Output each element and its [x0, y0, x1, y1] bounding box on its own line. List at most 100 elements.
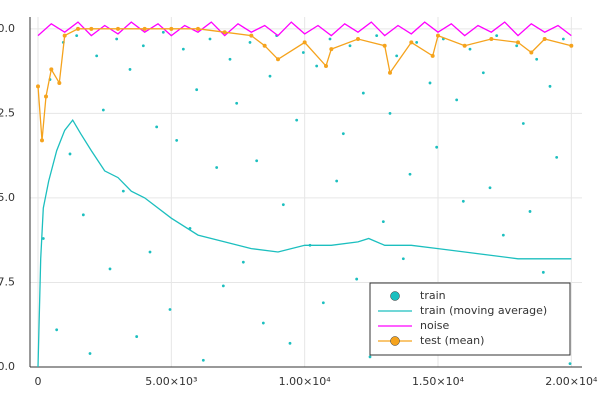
point	[49, 67, 54, 72]
point	[201, 358, 205, 362]
point	[262, 43, 267, 48]
point	[462, 43, 467, 48]
point	[329, 47, 334, 52]
point	[368, 355, 372, 359]
point	[141, 44, 145, 48]
point	[355, 277, 359, 281]
point	[281, 203, 285, 207]
point	[528, 210, 532, 213]
point	[57, 80, 62, 85]
line	[37, 21, 572, 37]
point	[95, 54, 99, 58]
point	[288, 341, 292, 345]
point	[36, 84, 40, 89]
legend-marker	[390, 291, 400, 301]
point	[461, 199, 465, 203]
point	[455, 98, 459, 102]
point	[388, 70, 392, 75]
point	[375, 34, 379, 37]
point	[535, 57, 539, 61]
point	[415, 40, 419, 44]
line	[37, 118, 572, 368]
x-tick-label: 1.50×10⁴	[412, 375, 465, 388]
point	[548, 84, 552, 88]
point	[169, 26, 174, 31]
point	[521, 122, 525, 125]
point	[315, 64, 319, 68]
point	[81, 213, 85, 217]
point	[215, 166, 219, 169]
point	[388, 111, 392, 115]
legend-box	[369, 282, 571, 356]
x-tick-label: 0	[35, 375, 42, 388]
point	[301, 51, 305, 54]
legend-label: train	[420, 289, 446, 302]
point	[382, 43, 387, 48]
point	[228, 57, 232, 61]
point	[55, 328, 59, 332]
point	[44, 94, 48, 99]
point	[488, 186, 492, 190]
point	[221, 284, 225, 288]
point	[142, 26, 147, 31]
point	[261, 321, 265, 325]
legend-label: test (mean)	[420, 334, 484, 347]
x-tick-label: 2.00×10⁴	[545, 375, 598, 388]
point	[489, 36, 494, 41]
legend-label: noise	[420, 319, 449, 332]
y-tick-label: -2.5	[0, 106, 15, 119]
point	[541, 270, 545, 274]
point	[542, 36, 547, 41]
point	[68, 152, 72, 156]
point	[248, 40, 252, 44]
y-tick-label: -5.0	[0, 191, 15, 204]
point	[75, 34, 79, 37]
point	[395, 54, 399, 58]
point	[195, 88, 199, 92]
point	[249, 33, 254, 38]
point	[568, 362, 572, 366]
point	[401, 257, 405, 261]
point	[555, 155, 559, 159]
y-tick-label: -10.0	[0, 360, 15, 373]
point	[335, 179, 339, 183]
point	[435, 145, 439, 149]
point	[515, 44, 519, 48]
point	[175, 139, 179, 142]
point	[348, 44, 352, 48]
point	[501, 233, 505, 237]
point	[328, 37, 332, 41]
point	[235, 101, 239, 105]
point	[255, 159, 259, 163]
point	[108, 267, 112, 271]
point	[295, 118, 299, 122]
y-tick-label: -7.5	[0, 275, 15, 288]
point	[361, 91, 365, 95]
y-tick-label: 0.0	[0, 22, 15, 35]
point	[148, 250, 152, 254]
point	[62, 33, 67, 38]
point	[356, 36, 360, 41]
point	[569, 43, 574, 48]
x-tick-label: 1.00×10⁴	[279, 375, 332, 388]
point	[409, 40, 414, 45]
point	[41, 237, 45, 240]
point	[268, 74, 272, 78]
point	[430, 53, 435, 58]
point	[181, 47, 185, 51]
point	[101, 108, 105, 112]
point	[222, 30, 227, 35]
point	[408, 172, 412, 176]
legend-marker	[390, 336, 400, 346]
point	[516, 40, 520, 45]
point	[561, 37, 565, 41]
point	[196, 26, 200, 31]
point	[341, 132, 345, 136]
point	[161, 30, 165, 34]
point	[321, 301, 325, 305]
point	[468, 47, 472, 51]
point	[168, 308, 172, 311]
point	[135, 335, 139, 338]
